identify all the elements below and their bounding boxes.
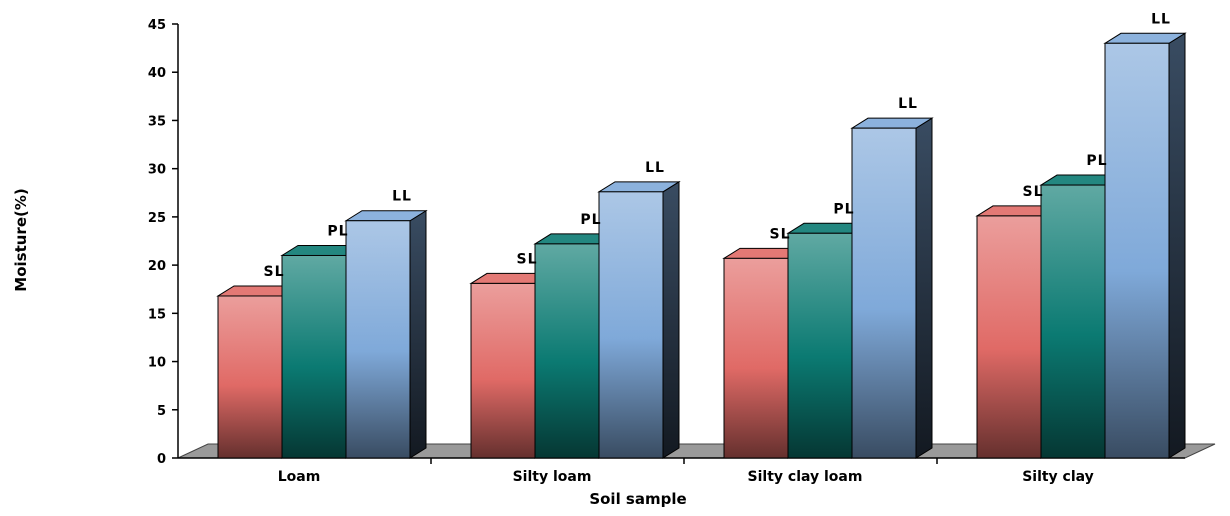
- bar-ll-2: [850, 117, 934, 459]
- bar-label-pl: PL: [833, 201, 854, 217]
- y-axis: 0 5 10 15 20 25 30 35 40 45: [148, 18, 179, 467]
- bar-ll-3: [1103, 32, 1187, 459]
- y-tick-label: 35: [148, 114, 166, 129]
- x-axis-title: Soil sample: [589, 490, 686, 508]
- bar-label-pl: PL: [327, 223, 348, 239]
- y-tick-label: 40: [148, 66, 166, 81]
- y-tick-label: 10: [148, 356, 166, 371]
- bar-label-pl: PL: [1086, 153, 1107, 169]
- bars: [216, 32, 1187, 459]
- y-tick-label: 25: [148, 211, 166, 226]
- bar-label-ll: LL: [392, 189, 412, 205]
- bar-ll-1: [597, 180, 681, 459]
- bar-label-sl: SL: [263, 264, 284, 280]
- y-tick-label: 5: [157, 404, 166, 419]
- x-tick-label: Silty clay loam: [748, 469, 863, 485]
- bar-label-ll: LL: [1151, 11, 1171, 27]
- bar-label-sl: SL: [516, 251, 537, 267]
- bar-label-sl: SL: [1022, 184, 1043, 200]
- bar-ll-0: [344, 209, 428, 459]
- y-tick-label: 0: [157, 452, 166, 467]
- bar-label-pl: PL: [580, 212, 601, 228]
- y-tick-label: 30: [148, 163, 166, 178]
- y-axis-title: Moisture(%): [12, 188, 30, 291]
- x-tick-label: Silty loam: [513, 469, 592, 485]
- y-tick-label: 15: [148, 307, 166, 322]
- y-tick-label: 45: [148, 18, 166, 33]
- bar-label-ll: LL: [898, 96, 918, 112]
- bar-labels: SL PL LL SL PL LL SL PL LL SL PL LL: [263, 11, 1171, 280]
- bar-label-ll: LL: [645, 160, 665, 176]
- bar-label-sl: SL: [769, 226, 790, 242]
- x-tick-label: Silty clay: [1022, 469, 1094, 485]
- x-axis: Loam Silty loam Silty clay loam Silty clay: [278, 458, 1094, 485]
- y-tick-label: 20: [148, 259, 166, 274]
- x-tick-label: Loam: [278, 469, 321, 485]
